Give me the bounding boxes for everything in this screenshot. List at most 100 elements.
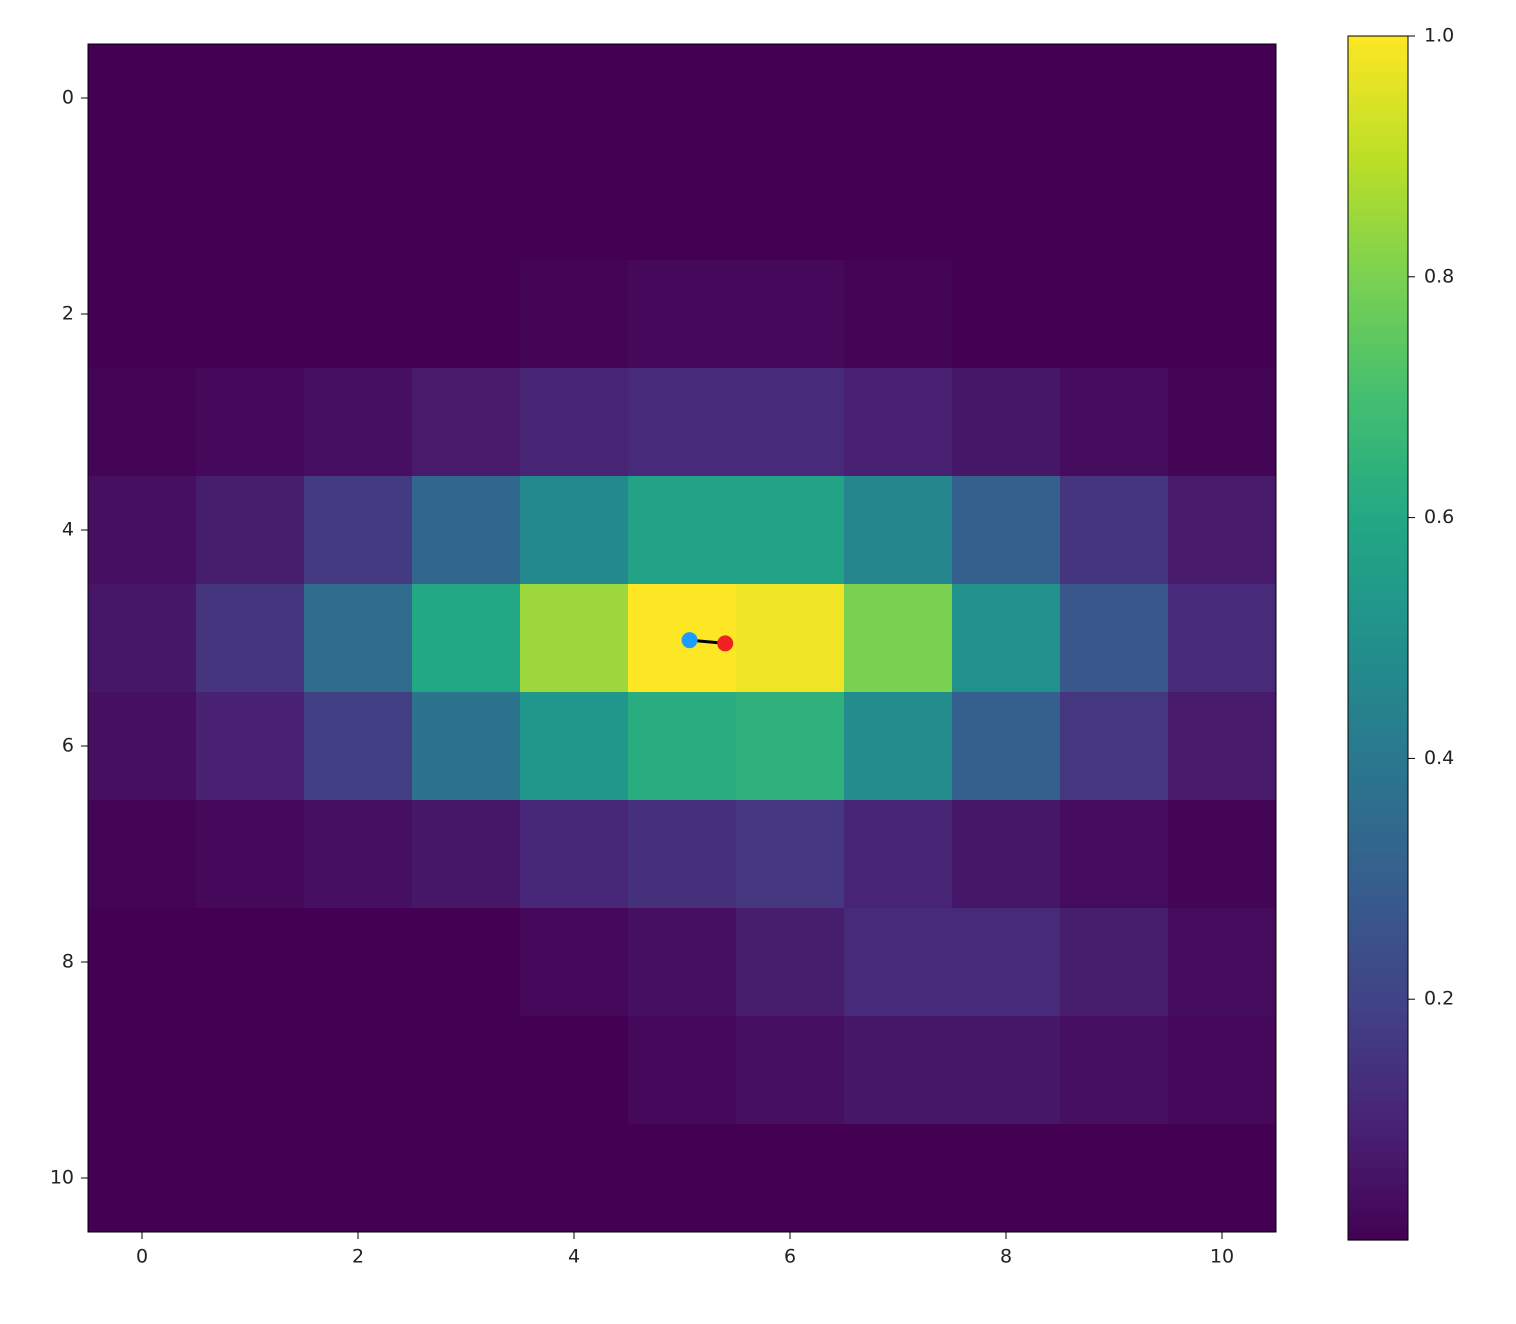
heatmap-cell — [628, 692, 737, 801]
colorbar-segment — [1348, 619, 1408, 627]
heatmap-cell — [1060, 584, 1169, 693]
colorbar-segment — [1348, 324, 1408, 332]
heatmap-cell — [952, 476, 1061, 585]
colorbar-segment — [1348, 138, 1408, 145]
colorbar-segment — [1348, 1089, 1408, 1097]
heatmap-cell — [1168, 152, 1277, 261]
colorbar-segment — [1348, 312, 1408, 320]
colorbar-segment — [1348, 698, 1408, 705]
heatmap-cell — [952, 692, 1061, 801]
colorbar-segment — [1348, 361, 1408, 368]
heatmap-cell — [736, 260, 845, 369]
colorbar-segment — [1348, 234, 1408, 242]
colorbar-segment — [1348, 1029, 1408, 1036]
x-tick-label: 4 — [568, 1246, 580, 1268]
colorbar-segment — [1348, 96, 1408, 103]
heatmap-cell — [196, 584, 305, 693]
colorbar-segment — [1348, 794, 1408, 802]
colorbar-segment — [1348, 788, 1408, 796]
heatmap-cell — [412, 152, 521, 261]
colorbar-segment — [1348, 1113, 1408, 1121]
colorbar-segment — [1348, 108, 1408, 115]
colorbar-segment — [1348, 355, 1408, 362]
colorbar-segment — [1348, 993, 1408, 1000]
colorbar-segment — [1348, 1197, 1408, 1205]
colorbar-segment — [1348, 48, 1408, 55]
heatmap-cell — [952, 584, 1061, 693]
x-tick-label: 0 — [136, 1246, 148, 1268]
heatmap-cell — [1168, 368, 1277, 477]
colorbar-tick-label: 0.4 — [1424, 747, 1454, 769]
colorbar-tick-label: 1.0 — [1424, 25, 1454, 47]
colorbar-segment — [1348, 902, 1408, 910]
colorbar-segment — [1348, 1035, 1408, 1042]
colorbar-segment — [1348, 631, 1408, 639]
heatmap-cell — [628, 476, 737, 585]
plot-frame — [87, 43, 1277, 1233]
heatmap-cell — [844, 584, 953, 693]
colorbar-segment — [1348, 1227, 1408, 1235]
heatmap-cell — [844, 800, 953, 909]
colorbar-segment — [1348, 920, 1408, 928]
colorbar-segment — [1348, 373, 1408, 380]
heatmap-cell — [520, 476, 629, 585]
colorbar-segment — [1348, 330, 1408, 338]
colorbar-segment — [1348, 318, 1408, 326]
colorbar-segment — [1348, 481, 1408, 489]
colorbar-segment — [1348, 1155, 1408, 1163]
colorbar-segment — [1348, 162, 1408, 170]
colorbar-segment — [1348, 589, 1408, 597]
colorbar-segment — [1348, 625, 1408, 633]
heatmap-cell — [88, 260, 197, 369]
colorbar-segment — [1348, 547, 1408, 555]
colorbar-segment — [1348, 300, 1408, 308]
point-marker — [681, 632, 698, 649]
heatmap-cell — [736, 368, 845, 477]
colorbar-segment — [1348, 704, 1408, 711]
colorbar-segment — [1348, 1107, 1408, 1115]
colorbar-segment — [1348, 583, 1408, 591]
colorbar-segment — [1348, 1077, 1408, 1085]
colorbar-segment — [1348, 595, 1408, 603]
colorbar-segment — [1348, 1059, 1408, 1067]
colorbar-segment — [1348, 752, 1408, 759]
heatmap-cell — [736, 476, 845, 585]
colorbar-segment — [1348, 433, 1408, 440]
colorbar-segment — [1348, 397, 1408, 404]
heatmap-cell — [736, 1016, 845, 1125]
colorbar-segment — [1348, 276, 1408, 284]
heatmap-cell — [1168, 260, 1277, 369]
colorbar-segment — [1348, 957, 1408, 964]
colorbar-segment — [1348, 836, 1408, 844]
heatmap-cell — [196, 260, 305, 369]
colorbar-segment — [1348, 451, 1408, 458]
colorbar-segment — [1348, 674, 1408, 681]
heatmap-cell — [412, 368, 521, 477]
heatmap-cell — [520, 584, 629, 693]
colorbar-segment — [1348, 710, 1408, 717]
heatmap-cell — [952, 1124, 1061, 1233]
colorbar-segment — [1348, 1203, 1408, 1211]
colorbar-segment — [1348, 975, 1408, 982]
colorbar-segment — [1348, 174, 1408, 182]
colorbar-segment — [1348, 403, 1408, 410]
colorbar-segment — [1348, 824, 1408, 832]
y-tick-label: 8 — [62, 951, 74, 973]
colorbar-segment — [1348, 469, 1408, 477]
x-tick-label: 10 — [1210, 1246, 1234, 1268]
colorbar-segment — [1348, 102, 1408, 109]
heatmap-cell — [844, 152, 953, 261]
colorbar-segment — [1348, 818, 1408, 826]
colorbar-segment — [1348, 156, 1408, 164]
heatmap-cell — [628, 800, 737, 909]
colorbar-segment — [1348, 553, 1408, 561]
colorbar-segment — [1348, 204, 1408, 212]
heatmap-cell — [196, 800, 305, 909]
colorbar-segment — [1348, 830, 1408, 838]
heatmap-cell — [520, 800, 629, 909]
heatmap-cell — [628, 44, 737, 153]
heatmap-cell — [412, 908, 521, 1017]
colorbar-segment — [1348, 806, 1408, 814]
colorbar-segment — [1348, 963, 1408, 970]
